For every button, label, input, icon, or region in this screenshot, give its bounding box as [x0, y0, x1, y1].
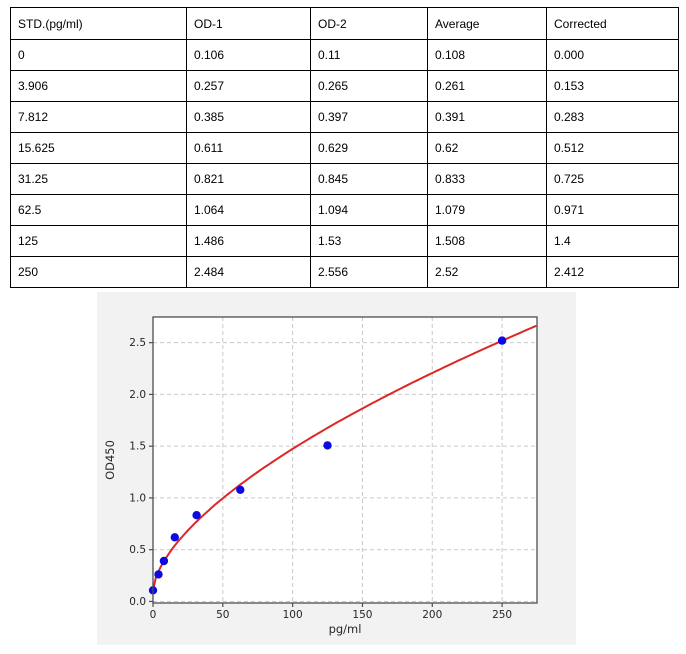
table-cell: 0.385	[186, 101, 311, 133]
table-cell: 0.265	[310, 70, 428, 102]
table-row: 250 2.484 2.556 2.52 2.412	[10, 256, 679, 288]
column-header: Average	[427, 7, 547, 40]
table-cell: 0.397	[310, 101, 428, 133]
table-row: 0 0.106 0.11 0.108 0.000	[10, 39, 679, 71]
table-cell: 0	[10, 39, 187, 71]
plot-area	[153, 317, 537, 603]
x-tick-label: 100	[283, 609, 303, 621]
table-cell: 0.153	[546, 70, 679, 102]
table-cell: 1.53	[310, 225, 428, 257]
table-cell: 1.486	[186, 225, 311, 257]
y-tick-label: 0.5	[129, 544, 146, 556]
x-tick-label: 150	[352, 609, 372, 621]
x-axis-label: pg/ml	[329, 622, 362, 636]
table-cell: 1.4	[546, 225, 679, 257]
table-cell: 0.283	[546, 101, 679, 133]
y-tick-label: 0.0	[129, 596, 146, 608]
table-row: 31.25 0.821 0.845 0.833 0.725	[10, 163, 679, 195]
x-tick-label: 50	[216, 609, 229, 621]
table-cell: 2.52	[427, 256, 547, 288]
standards-table-section: STD.(pg/ml) OD-1 OD-2 Average Corrected 0 0.1…	[10, 7, 679, 288]
table-cell: 3.906	[10, 70, 187, 102]
table-cell: 0.971	[546, 194, 679, 226]
table-row: 7.812 0.385 0.397 0.391 0.283	[10, 101, 679, 133]
fitted-curve-line	[152, 325, 537, 592]
table-cell: 1.094	[310, 194, 428, 226]
table-cell: 0.833	[427, 163, 547, 195]
table-row: 3.906 0.257 0.265 0.261 0.153	[10, 70, 679, 102]
data-point	[192, 511, 201, 520]
table-row: 62.5 1.064 1.094 1.079 0.971	[10, 194, 679, 226]
table-cell: 0.391	[427, 101, 547, 133]
data-point	[154, 570, 163, 579]
standards-table: STD.(pg/ml) OD-1 OD-2 Average Corrected 0 0.1…	[10, 7, 679, 288]
x-tick-label: 200	[422, 609, 442, 621]
column-header: STD.(pg/ml)	[10, 7, 187, 40]
y-tick-label: 1.0	[129, 492, 146, 504]
column-header: OD-1	[186, 7, 311, 40]
table-cell: 0.62	[427, 132, 547, 164]
table-cell: 15.625	[10, 132, 187, 164]
data-point	[497, 336, 507, 345]
table-cell: 0.845	[310, 163, 428, 195]
table-cell: 0.725	[546, 163, 679, 195]
table-cell: 1.508	[427, 225, 547, 257]
y-axis-label: OD450	[103, 440, 117, 480]
table-cell: 125	[10, 225, 187, 257]
data-point	[170, 533, 179, 542]
table-cell: 1.064	[186, 194, 311, 226]
table-cell: 62.5	[10, 194, 187, 226]
column-header: Corrected	[546, 7, 679, 40]
table-header-row: STD.(pg/ml) OD-1 OD-2 Average Corrected	[10, 7, 679, 40]
table-cell: 2.556	[310, 256, 428, 288]
table-cell: 2.484	[186, 256, 311, 288]
table-cell: 0.611	[186, 132, 311, 164]
standard-curve-figure: 0 50 100 150 200 250 0.0 0.5 1.0 1.5 2.0 2.5 pg/ml OD…	[97, 292, 576, 645]
table-cell: 0.11	[310, 39, 428, 71]
table-cell: 7.812	[10, 101, 187, 133]
table-cell: 0.000	[546, 39, 679, 71]
table-cell: 0.629	[310, 132, 428, 164]
data-point	[159, 556, 169, 566]
column-header: OD-2	[310, 7, 428, 40]
table-cell: 0.106	[186, 39, 311, 71]
table-row: 15.625 0.611 0.629 0.62 0.512	[10, 132, 679, 164]
standards-table-body: 0 0.106 0.11 0.108 0.000 3.906 0.257 0.265 0.261…	[10, 39, 679, 288]
table-row: 125 1.486 1.53 1.508 1.4	[10, 225, 679, 257]
table-cell: 0.261	[427, 70, 547, 102]
plot-border	[152, 316, 538, 604]
table-cell: 31.25	[10, 163, 187, 195]
y-tick-label: 2.5	[129, 337, 146, 349]
table-cell: 0.821	[186, 163, 311, 195]
table-cell: 0.108	[427, 39, 547, 71]
data-point	[323, 441, 332, 450]
table-cell: 2.412	[546, 256, 679, 288]
y-tick-label: 2.0	[129, 389, 146, 401]
table-cell: 0.257	[186, 70, 311, 102]
x-tick-label: 0	[150, 609, 157, 621]
table-cell: 0.512	[546, 132, 679, 164]
x-tick-label: 250	[492, 609, 512, 621]
y-tick-label: 1.5	[129, 441, 146, 453]
data-point	[236, 485, 245, 494]
table-cell: 1.079	[427, 194, 547, 226]
standard-curve-chart: 0 50 100 150 200 250 0.0 0.5 1.0 1.5 2.0 2.5 pg/ml OD…	[103, 316, 538, 636]
table-cell: 250	[10, 256, 187, 288]
